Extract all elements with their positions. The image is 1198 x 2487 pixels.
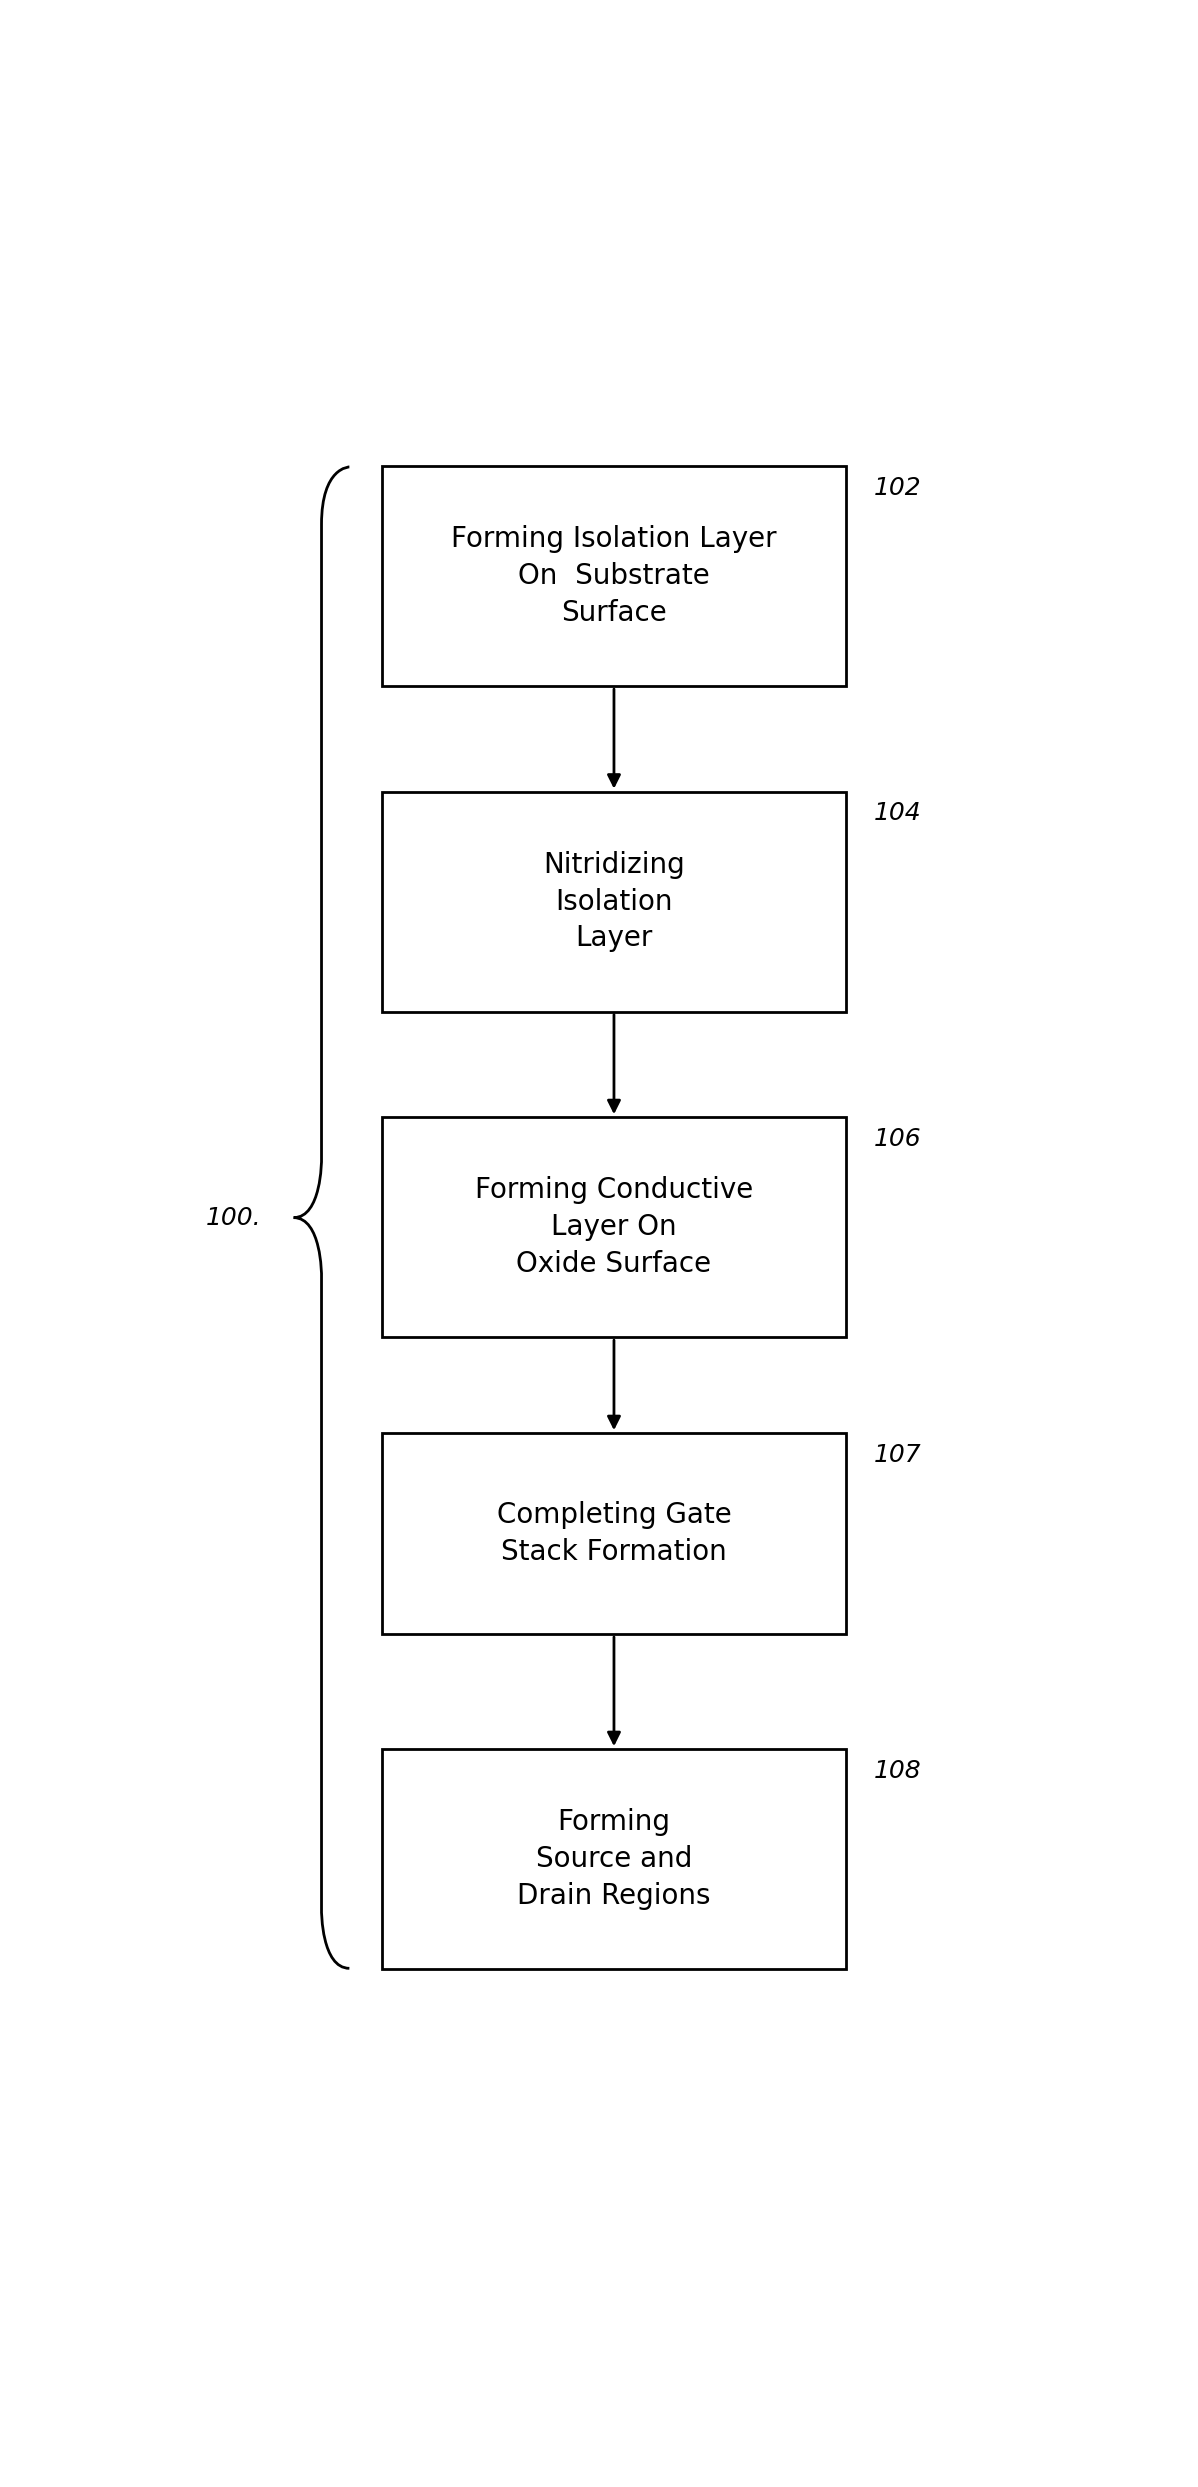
Text: Nitridizing
Isolation
Layer: Nitridizing Isolation Layer (543, 851, 685, 953)
FancyBboxPatch shape (382, 1748, 846, 1970)
Text: 104: 104 (875, 801, 921, 826)
FancyBboxPatch shape (382, 1117, 846, 1338)
Text: 106: 106 (875, 1127, 921, 1151)
FancyBboxPatch shape (382, 1433, 846, 1634)
FancyBboxPatch shape (382, 791, 846, 1012)
Text: Forming Isolation Layer
On  Substrate
Surface: Forming Isolation Layer On Substrate Sur… (452, 525, 776, 627)
Text: 102: 102 (875, 475, 921, 500)
Text: Completing Gate
Stack Formation: Completing Gate Stack Formation (497, 1502, 731, 1567)
Text: Forming
Source and
Drain Regions: Forming Source and Drain Regions (518, 1808, 710, 1910)
Text: 107: 107 (875, 1442, 921, 1467)
Text: 100.: 100. (206, 1206, 261, 1229)
Text: 108: 108 (875, 1758, 921, 1783)
Text: Forming Conductive
Layer On
Oxide Surface: Forming Conductive Layer On Oxide Surfac… (474, 1176, 754, 1278)
FancyBboxPatch shape (382, 465, 846, 686)
